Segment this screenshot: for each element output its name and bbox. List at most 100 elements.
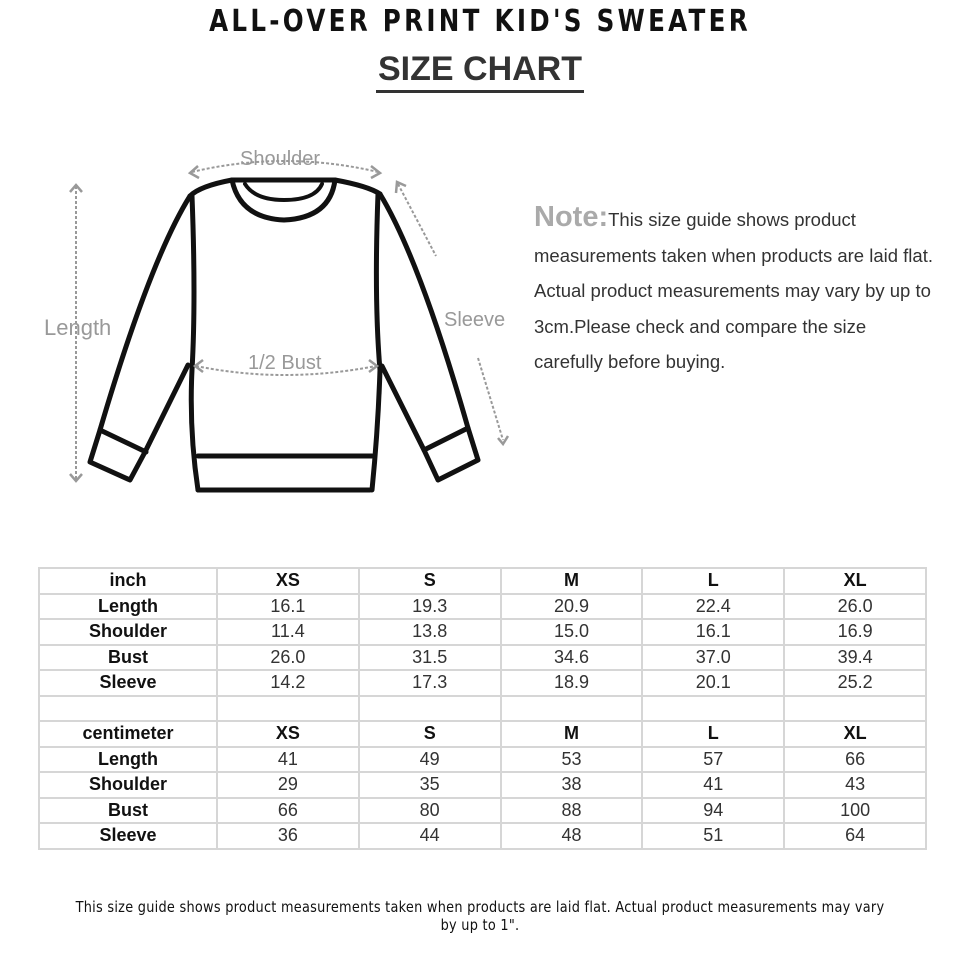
table-row: Shoulder 29 35 38 41 43 [38,771,927,799]
measure-label: Sleeve [38,822,218,850]
sweater-hem [195,453,375,493]
measure-value: 57 [641,745,786,773]
empty-cell [783,694,927,722]
sleeve-label: Sleeve [444,309,506,331]
measure-value: 38 [499,771,644,799]
length-label: Length [44,315,112,340]
measure-value: 37.0 [641,643,786,671]
spacer-row [38,694,927,722]
measure-value: 26.0 [216,643,360,671]
size-chart-heading: SIZE CHART [0,50,960,93]
empty-cell [357,694,502,722]
measure-label: Shoulder [38,618,218,646]
measure-value: 31.5 [357,643,502,671]
empty-cell [216,694,360,722]
measure-value: 36 [216,822,360,850]
sweater-body-right [369,191,383,493]
measure-value: 94 [641,796,786,824]
size-header: S [357,720,502,748]
measure-value: 16.1 [216,592,360,620]
measure-value: 22.4 [641,592,786,620]
sweater-shoulders [187,177,383,199]
measure-arrows [75,160,504,480]
size-header: M [499,567,644,595]
header-row: inch XS S M L XL [38,567,927,595]
bust-arrow [195,365,377,376]
measure-value: 16.1 [641,618,786,646]
sweater-collar [229,177,338,223]
table-row: Sleeve 14.2 17.3 18.9 20.1 25.2 [38,669,927,697]
measure-label: Length [38,592,218,620]
measure-value: 48 [499,822,644,850]
measure-value: 18.9 [499,669,644,697]
sweater-cuff-left [97,427,149,455]
sweater-diagram [69,160,510,493]
empty-cell [641,694,786,722]
measure-value: 53 [499,745,644,773]
size-header: XL [783,567,927,595]
table-row: Bust 26.0 31.5 34.6 37.0 39.4 [38,643,927,671]
unit-header: inch [38,567,218,595]
sweater-body-left [188,193,201,493]
sweater-sleeve-right [377,191,481,483]
note-text: This size guide shows product measuremen… [534,209,933,372]
measure-value: 41 [216,745,360,773]
measure-value: 13.8 [357,618,502,646]
measure-value: 11.4 [216,618,360,646]
measure-value: 35 [357,771,502,799]
measure-value: 25.2 [783,669,927,697]
size-header: S [357,567,502,595]
measure-value: 16.9 [783,618,927,646]
size-header: XS [216,567,360,595]
sweater-cuff-right [421,425,471,453]
table-row: Sleeve 36 44 48 51 64 [38,822,927,850]
measure-value: 64 [783,822,927,850]
measure-value: 15.0 [499,618,644,646]
sweater-sleeve-left [87,193,193,483]
measure-value: 19.3 [357,592,502,620]
measure-value: 26.0 [783,592,927,620]
measure-value: 20.9 [499,592,644,620]
table-row: Length 41 49 53 57 66 [38,745,927,773]
sleeve-arrow-top [397,183,437,257]
measure-value: 80 [357,796,502,824]
table-row: Length 16.1 19.3 20.9 22.4 26.0 [38,592,927,620]
measure-value: 43 [783,771,927,799]
empty-cell [499,694,644,722]
measure-value: 44 [357,822,502,850]
header-row: centimeter XS S M L XL [38,720,927,748]
arrow-heads [69,165,510,483]
size-header: M [499,720,644,748]
size-header: L [641,720,786,748]
measure-value: 39.4 [783,643,927,671]
measure-label: Length [38,745,218,773]
table-row: Bust 66 80 88 94 100 [38,796,927,824]
sweater-collar-inner [243,182,324,202]
page-title: ALL-OVER PRINT KID'S SWEATER [209,4,751,39]
unit-header: centimeter [38,720,218,748]
size-header: XL [783,720,927,748]
bust-label: 1/2 Bust [248,352,322,374]
measure-value: 41 [641,771,786,799]
measure-value: 66 [216,796,360,824]
measure-label: Bust [38,643,218,671]
shoulder-label: Shoulder [240,148,321,170]
measure-value: 88 [499,796,644,824]
measure-value: 20.1 [641,669,786,697]
table-row: Shoulder 11.4 13.8 15.0 16.1 16.9 [38,618,927,646]
note-block: Note:This size guide shows product measu… [534,200,934,380]
measure-label: Bust [38,796,218,824]
note-heading: Note: [534,201,609,233]
measure-value: 51 [641,822,786,850]
measure-value: 14.2 [216,669,360,697]
measure-value: 49 [357,745,502,773]
sleeve-arrow-bottom [477,357,504,441]
measure-value: 29 [216,771,360,799]
measure-label: Shoulder [38,771,218,799]
measure-value: 17.3 [357,669,502,697]
shoulder-arrow [191,160,379,173]
sweater-outline [87,177,481,493]
empty-cell [38,694,218,722]
measure-label: Sleeve [38,669,218,697]
footer-disclaimer: This size guide shows product measuremen… [75,898,885,934]
